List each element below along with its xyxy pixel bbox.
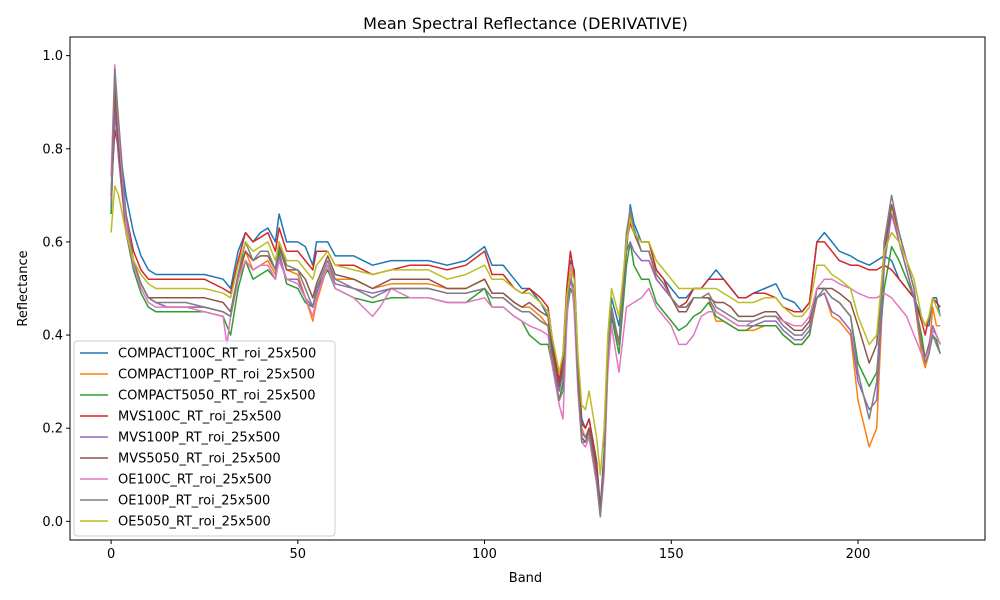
- x-tick-label: 100: [472, 547, 497, 562]
- y-tick-label: 1.0: [42, 49, 63, 64]
- legend-entry: MVS100C_RT_roi_25x500: [118, 410, 281, 425]
- legend-entry: MVS5050_RT_roi_25x500: [118, 452, 281, 467]
- series-line-5: [110, 92, 941, 513]
- series-line-3: [110, 129, 941, 513]
- series-layer: [110, 64, 941, 518]
- legend-entry: COMPACT100P_RT_roi_25x500: [118, 368, 315, 383]
- series-line-7: [110, 68, 941, 518]
- plot-frame: [69, 36, 986, 541]
- legend-entry: OE100P_RT_roi_25x500: [118, 494, 270, 509]
- legend-entry: COMPACT5050_RT_roi_25x500: [118, 389, 316, 404]
- legend-entry: OE100C_RT_roi_25x500: [118, 473, 272, 488]
- chart-title: Mean Spectral Reflectance (DERIVATIVE): [363, 14, 688, 33]
- legend-entry: OE5050_RT_roi_25x500: [118, 515, 271, 530]
- x-tick-label: 150: [659, 547, 684, 562]
- x-axis-label: Band: [509, 571, 542, 586]
- y-tick-label: 0.2: [42, 422, 63, 437]
- y-tick-label: 0.8: [42, 142, 63, 157]
- legend-box: [73, 340, 336, 537]
- y-tick-label: 0.4: [42, 329, 63, 344]
- legend: COMPACT100C_RT_roi_25x500 COMPACT100P_RT_…: [73, 340, 336, 537]
- y-axis: 0.0 0.2 0.4 0.6 0.8 1.0: [42, 49, 70, 530]
- y-tick-label: 0.6: [42, 235, 63, 250]
- x-tick-label: 50: [290, 547, 307, 562]
- series-line-8: [110, 185, 941, 476]
- y-axis-label: Reflectance: [16, 250, 31, 326]
- x-tick-label: 0: [107, 547, 115, 562]
- x-tick-label: 200: [846, 547, 871, 562]
- x-axis: 0 50 100 150 200: [107, 540, 870, 562]
- legend-entry: MVS100P_RT_roi_25x500: [118, 431, 280, 446]
- legend-entry: COMPACT100C_RT_roi_25x500: [118, 347, 316, 362]
- y-tick-label: 0.0: [42, 515, 63, 530]
